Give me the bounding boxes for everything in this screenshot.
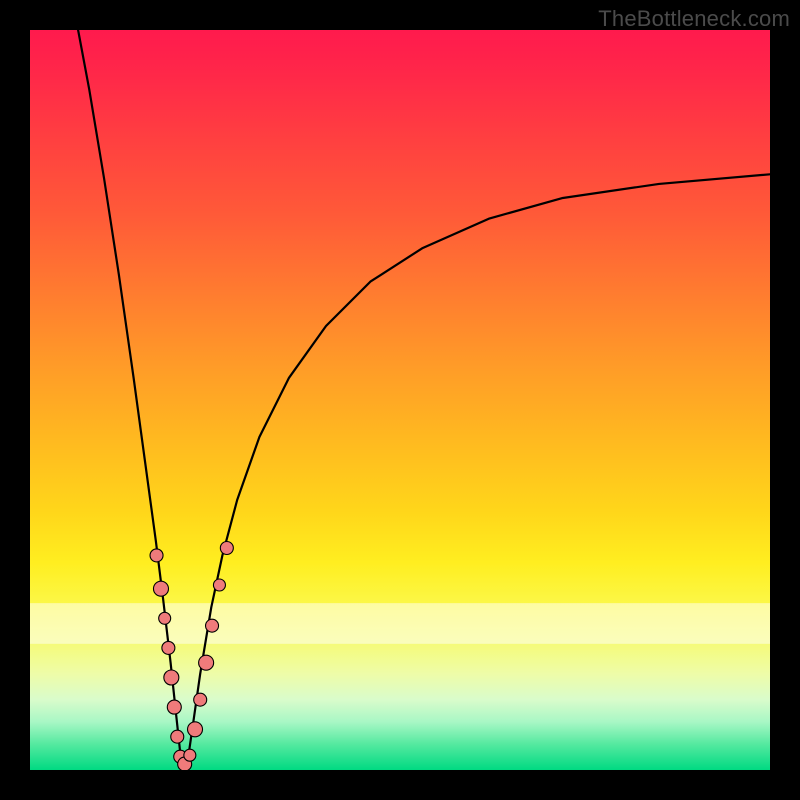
data-marker bbox=[188, 722, 203, 737]
data-marker bbox=[164, 670, 179, 685]
data-marker bbox=[162, 641, 175, 654]
data-marker bbox=[184, 749, 196, 761]
data-marker bbox=[167, 700, 181, 714]
data-marker bbox=[220, 542, 233, 555]
data-marker bbox=[153, 581, 168, 596]
figure-root: TheBottleneck.com bbox=[0, 0, 800, 800]
data-marker bbox=[206, 619, 219, 632]
data-marker bbox=[199, 655, 214, 670]
watermark-text: TheBottleneck.com bbox=[598, 6, 790, 32]
data-marker bbox=[150, 549, 163, 562]
data-marker bbox=[194, 693, 207, 706]
bottleneck-chart bbox=[0, 0, 800, 800]
data-marker bbox=[213, 579, 225, 591]
data-marker bbox=[159, 612, 171, 624]
data-marker bbox=[171, 730, 184, 743]
